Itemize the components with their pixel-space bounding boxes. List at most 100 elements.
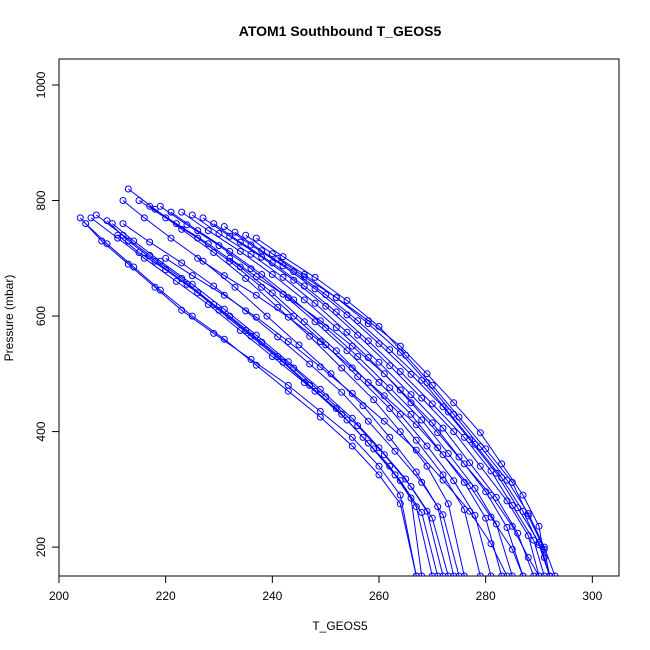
data-point — [268, 271, 276, 278]
data-point — [306, 360, 314, 368]
data-point — [380, 417, 388, 425]
data-point — [428, 381, 436, 389]
data-point — [242, 231, 250, 239]
x-tick-label: 220 — [156, 589, 176, 603]
data-point — [428, 572, 436, 576]
data-point — [215, 230, 223, 237]
data-point — [316, 317, 324, 325]
data-point — [194, 234, 202, 242]
data-point — [455, 413, 463, 421]
data-point — [252, 234, 260, 242]
data-point — [434, 503, 442, 511]
series-23 — [162, 254, 511, 576]
data-point — [407, 399, 415, 407]
data-point — [194, 227, 202, 235]
data-point — [370, 445, 378, 453]
data-point — [439, 471, 447, 479]
data-point — [215, 242, 223, 250]
data-point — [364, 337, 372, 345]
data-point — [300, 296, 308, 304]
data-point — [199, 257, 207, 265]
data-point — [428, 514, 436, 522]
data-point — [247, 355, 255, 363]
data-point — [82, 220, 90, 228]
data-point — [332, 294, 340, 302]
data-point — [348, 414, 356, 422]
data-point — [482, 445, 490, 453]
data-point — [332, 324, 340, 332]
data-point — [487, 572, 495, 576]
data-point — [439, 511, 447, 519]
data-point — [311, 299, 319, 307]
data-point — [380, 392, 388, 400]
data-point — [418, 572, 426, 576]
data-point — [423, 442, 431, 450]
data-point — [284, 338, 292, 345]
series-line — [165, 257, 508, 576]
series-line — [245, 234, 556, 576]
data-point — [380, 451, 388, 459]
data-point — [524, 554, 532, 561]
data-point — [338, 388, 346, 396]
data-point — [300, 379, 308, 386]
data-point — [364, 417, 372, 425]
data-point — [252, 273, 260, 281]
data-point — [258, 247, 266, 255]
data-point — [407, 370, 415, 378]
data-point — [114, 231, 122, 239]
data-point — [375, 340, 383, 348]
data-point — [290, 364, 298, 372]
data-point — [332, 347, 340, 355]
series-line — [213, 223, 545, 576]
data-point — [156, 286, 164, 294]
data-point — [210, 220, 218, 228]
data-point — [487, 491, 495, 499]
data-point — [402, 475, 410, 483]
series-26 — [274, 254, 554, 576]
series-line — [170, 211, 513, 576]
data-point — [546, 572, 554, 576]
chart-title: ATOM1 Southbound T_GEOS5 — [239, 23, 442, 39]
data-point — [322, 341, 330, 349]
x-tick-label: 260 — [369, 589, 389, 603]
data-point — [252, 361, 260, 369]
data-point — [343, 328, 351, 336]
series-line — [111, 223, 444, 576]
data-point — [284, 294, 292, 302]
data-point — [231, 228, 239, 236]
data-point — [226, 247, 234, 255]
y-tick-label: 1000 — [34, 71, 48, 98]
data-point — [343, 297, 351, 304]
data-point — [268, 289, 276, 297]
data-point — [204, 240, 212, 248]
data-point — [194, 289, 202, 297]
data-point — [300, 282, 308, 290]
data-point — [130, 263, 138, 271]
data-point — [300, 273, 308, 281]
data-point — [386, 405, 394, 412]
series-line — [234, 231, 551, 576]
series-6 — [114, 231, 452, 576]
data-point — [167, 234, 175, 242]
data-point — [76, 214, 84, 222]
data-point — [396, 491, 404, 499]
data-point — [396, 410, 404, 418]
data-point — [348, 433, 356, 441]
data-point — [87, 214, 95, 222]
data-point — [103, 217, 111, 225]
data-point — [316, 363, 324, 371]
data-point — [503, 524, 511, 531]
data-point — [466, 507, 474, 515]
data-point — [146, 238, 154, 246]
data-point — [274, 254, 282, 262]
data-point — [519, 572, 527, 576]
data-point — [236, 238, 244, 246]
data-point — [348, 342, 356, 350]
data-point — [450, 477, 458, 485]
data-point — [279, 273, 287, 281]
series-22 — [119, 220, 463, 576]
data-point — [194, 254, 202, 262]
data-point — [524, 512, 532, 520]
x-tick-label: 240 — [262, 589, 282, 603]
data-point — [167, 208, 175, 216]
